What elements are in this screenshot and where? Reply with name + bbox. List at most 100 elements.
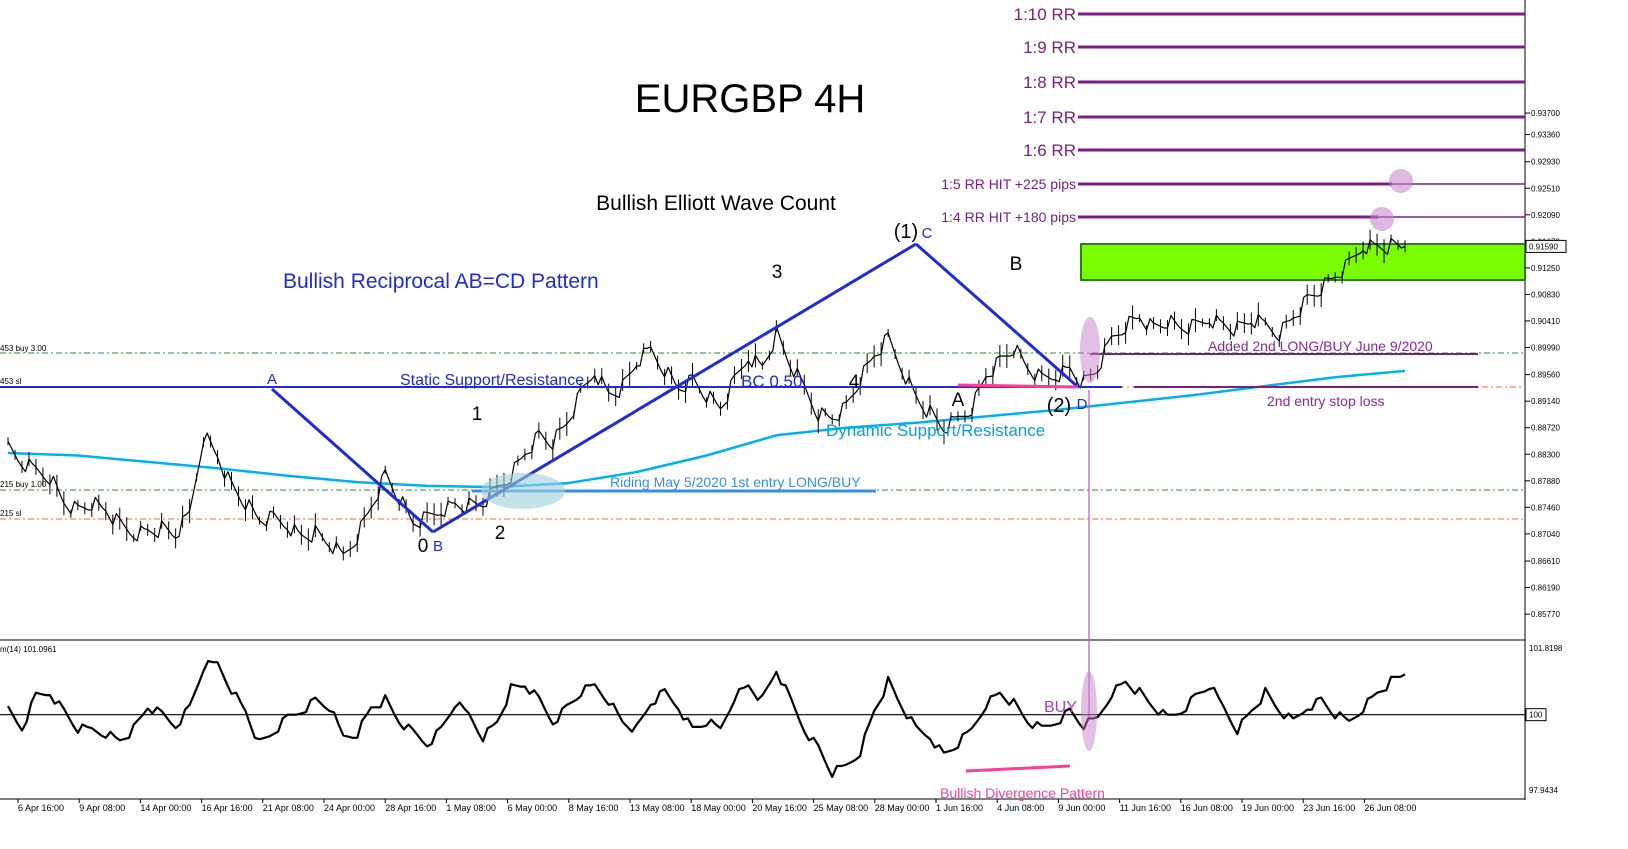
price-tick-label: 0.92090 (1531, 211, 1560, 220)
wave-label: C (922, 225, 933, 242)
rr-level-label: 1:8 RR (1023, 73, 1076, 92)
wave-label: 0 (418, 536, 429, 557)
wave-label: 2 (495, 523, 506, 544)
time-tick-label: 18 May 00:00 (691, 803, 746, 813)
oscillator-header: m(14) 101.0961 (0, 645, 57, 654)
current-price-box (1525, 239, 1567, 253)
price-tick-label: 0.86610 (1531, 557, 1560, 566)
divergence-label: Bullish Divergence Pattern (940, 785, 1105, 801)
price-tick-label: 0.86190 (1531, 584, 1560, 593)
left-label-buy1: 215 buy 1.00 (0, 480, 47, 489)
buy-signal-highlight (1081, 671, 1097, 751)
osc-ref-box (1525, 708, 1547, 722)
oscillator-layer: m(14) 101.0961 101.8198 100 97.9434 BUY Bulli… (0, 644, 1563, 801)
price-tick-label: 0.91250 (1531, 264, 1560, 273)
price-tick-label: 0.88300 (1531, 450, 1560, 459)
price-tick-label: 0.90410 (1531, 317, 1560, 326)
wave-label: 3 (772, 262, 783, 283)
bc-ratio-label: BC 0.50 (741, 372, 802, 391)
time-tick-label: 21 Apr 08:00 (263, 803, 314, 813)
rr-level-label: 1:7 RR (1023, 108, 1076, 127)
wave-label: A (267, 371, 277, 388)
rr-level-label: 1:4 RR HIT +180 pips (941, 209, 1076, 225)
time-tick-label: 23 Jun 16:00 (1303, 803, 1355, 813)
price-tick-label: 0.87460 (1531, 503, 1560, 512)
supply-demand-zone (1080, 243, 1526, 281)
time-tick-label: 16 Apr 16:00 (202, 803, 253, 813)
wave-label: B (1010, 254, 1023, 275)
time-tick-label: 26 Jun 08:00 (1364, 803, 1416, 813)
second-stop-label: 2nd entry stop loss (1267, 393, 1385, 409)
left-label-sl1: 215 sl (0, 509, 22, 518)
chart-title: EURGBP 4H (635, 77, 865, 121)
static-sr-label: Static Support/Resistance (400, 372, 584, 389)
ma-layer (7, 369, 1406, 489)
axis-layer: 0.937000.933600.929300.925100.920900.916… (17, 109, 1567, 813)
price-layer (7, 229, 1406, 561)
time-tick-label: 11 Jun 16:00 (1120, 803, 1171, 813)
price-tick-label: 0.93700 (1531, 109, 1560, 118)
text-layer: 453 buy 3.00 453 sl 215 buy 1.00 215 sl 1:10… (0, 5, 1433, 557)
price-tick-label: 0.90830 (1531, 290, 1560, 299)
price-tick-label: 0.89140 (1531, 397, 1560, 406)
current-price-label: 0.91590 (1529, 242, 1558, 251)
first-entry-highlight (481, 473, 565, 509)
dynamic-support-ma (7, 369, 1406, 489)
time-tick-label: 9 Jun 00:00 (1058, 803, 1105, 813)
rr5-hit-circle (1389, 169, 1413, 193)
chart-subtitle: Bullish Elliott Wave Count (596, 192, 836, 215)
price-tick-label: 0.87880 (1531, 477, 1560, 486)
abcd-leg-ab (271, 387, 434, 534)
momentum-series-line (7, 659, 1406, 778)
price-tick-label: 0.85770 (1531, 610, 1560, 619)
time-tick-label: 1 Jun 16:00 (936, 803, 983, 813)
wave-label: (1) (894, 221, 918, 243)
osc-divergence-line (965, 764, 1071, 773)
buy-label: BUY (1044, 699, 1077, 716)
wave-label: B (433, 538, 443, 555)
price-tick-label: 0.93360 (1531, 131, 1560, 140)
time-tick-label: 8 May 16:00 (569, 803, 619, 813)
first-entry-label: Riding May 5/2020 1st entry LONG/BUY (610, 474, 861, 490)
time-tick-label: 13 May 08:00 (630, 803, 685, 813)
abcd-leg-cd (915, 242, 1079, 389)
time-tick-label: 4 Jun 08:00 (997, 803, 1044, 813)
zone-layer (1080, 243, 1526, 281)
second-entry-label: Added 2nd LONG/BUY June 9/2020 (1208, 338, 1433, 354)
time-tick-label: 19 Jun 00:00 (1242, 803, 1294, 813)
rr-level-label: 1:9 RR (1023, 38, 1076, 57)
time-tick-label: 16 Jun 08:00 (1181, 803, 1233, 813)
price-tick-label: 0.89560 (1531, 371, 1560, 380)
price-tick-label: 0.89990 (1531, 343, 1560, 352)
time-tick-label: 1 May 08:00 (446, 803, 496, 813)
price-tick-label: 0.87040 (1531, 530, 1560, 539)
time-tick-label: 6 May 00:00 (508, 803, 558, 813)
oscillator-tick-label: 97.9434 (1529, 786, 1558, 795)
wave-label: A (952, 390, 965, 411)
drawings-layer (0, 12, 1525, 720)
wave-label: 1 (472, 404, 483, 425)
time-tick-label: 20 May 16:00 (752, 803, 807, 813)
price-tick-label: 0.88720 (1531, 424, 1560, 433)
price-tick-label: 0.92510 (1531, 184, 1560, 193)
time-tick-label: 9 Apr 08:00 (79, 803, 125, 813)
time-tick-label: 28 Apr 16:00 (385, 803, 436, 813)
time-tick-label: 6 Apr 16:00 (18, 803, 64, 813)
left-label-buy3: 453 buy 3.00 (0, 344, 47, 353)
wave-label: D (1077, 396, 1088, 413)
second-entry-highlight (1080, 317, 1100, 383)
dynamic-sr-label: Dynamic Support/Resistance (826, 421, 1045, 440)
time-tick-label: 24 Apr 00:00 (324, 803, 375, 813)
left-label-sl: 453 sl (0, 377, 22, 386)
time-tick-label: 28 May 00:00 (875, 803, 930, 813)
rr-level-label: 1:5 RR HIT +225 pips (941, 176, 1076, 192)
rr-level-label: 1:6 RR (1023, 141, 1076, 160)
oscillator-tick-label: 101.8198 (1529, 644, 1563, 653)
wave-label: 4 (849, 372, 860, 393)
price-divergence-line (957, 383, 1079, 389)
time-tick-label: 14 Apr 00:00 (140, 803, 191, 813)
wave-label: (2) (1047, 395, 1071, 417)
rr4-hit-circle (1370, 207, 1394, 231)
